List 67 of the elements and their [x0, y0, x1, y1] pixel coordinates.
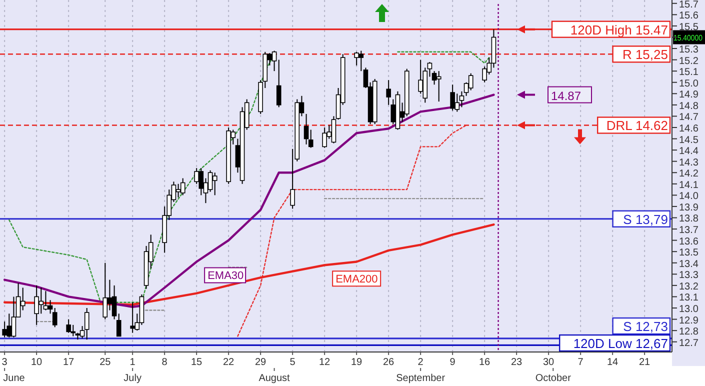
x-tick-label: 23 — [511, 357, 523, 368]
y-tick-label: 13.2 — [679, 281, 699, 292]
series-label: EMA200 — [336, 274, 378, 286]
y-tick-label: 13.5 — [679, 248, 699, 259]
y-tick-label: 13.8 — [679, 214, 699, 225]
y-tick-label: 15.7 — [679, 0, 699, 10]
x-tick-label: 8 — [162, 357, 168, 368]
y-tick-label: 14.3 — [679, 157, 699, 168]
y-tick-label: 15.1 — [679, 67, 699, 78]
y-tick-label: 13.6 — [679, 236, 699, 248]
candlestick — [436, 70, 442, 102]
y-tick-label: 14.2 — [679, 168, 699, 180]
x2-tick-label: October — [535, 373, 572, 384]
x-tick-label: 9 — [450, 357, 456, 368]
y-tick-label: 15.2 — [679, 56, 699, 67]
x-tick-label: 17 — [63, 357, 75, 368]
y-tick-label: 14.0 — [679, 191, 699, 202]
x-tick-label: 7 — [578, 357, 584, 368]
x2-tick-label: July — [124, 373, 142, 384]
y-tick-label: 13.1 — [679, 292, 699, 304]
text: 15.40000 — [674, 34, 705, 43]
x-tick-label: 25 — [100, 357, 112, 368]
annotation: 14.87 — [551, 88, 582, 103]
y-tick-label: 13.7 — [679, 225, 699, 236]
y-tick-label: 15.6 — [679, 10, 699, 22]
y-tick-label: 14.5 — [679, 134, 699, 146]
x-tick-label: 15 — [191, 357, 203, 368]
x-tick-label: 5 — [290, 357, 296, 368]
y-tick-label: 14.4 — [679, 146, 699, 158]
x-tick-label: 3 — [2, 357, 8, 368]
x-tick-label: 19 — [351, 357, 363, 368]
line-series — [3, 223, 495, 306]
y-tick-label: 14.8 — [679, 100, 699, 112]
y-tick-label: 12.7 — [679, 338, 699, 349]
y-tick-label: 13.9 — [679, 202, 699, 214]
x2-tick-label: June — [3, 373, 26, 384]
ref-line-label: DRL 14.62 — [606, 118, 668, 134]
y-tick-label: 13.0 — [679, 304, 699, 315]
x2-tick-label: September — [396, 373, 446, 384]
y-tick-label: 15.3 — [679, 44, 699, 56]
x-tick-label: 14 — [607, 357, 619, 368]
y-tick-label: 14.7 — [679, 112, 699, 124]
x-tick-label: 21 — [639, 357, 651, 368]
x-tick-label: 29 — [255, 357, 267, 368]
y-tick-label: 14.1 — [679, 180, 699, 191]
ref-line-label: 120D High 15.47 — [570, 22, 668, 38]
x-tick-label: 10 — [31, 357, 43, 368]
x-tick-label: 12 — [319, 357, 331, 368]
y-tick-label: 12.8 — [679, 326, 699, 338]
y-tick-label: 12.9 — [679, 315, 699, 326]
y-tick-label: 13.3 — [679, 270, 699, 282]
y-tick-label: 15.0 — [679, 78, 699, 90]
series-label: EMA30 — [208, 270, 244, 282]
y-tick-label: 14.9 — [679, 90, 699, 101]
ref-line-label: R 15,25 — [622, 47, 668, 62]
x-tick-label: 26 — [383, 357, 395, 368]
ref-line-label: 120D Low 12,67 — [573, 336, 668, 351]
x2-tick-label: August — [258, 373, 290, 384]
x-tick-label: 2 — [418, 357, 424, 368]
x-tick-label: 1 — [130, 357, 136, 368]
x-tick-label: 30 — [543, 357, 555, 368]
y-tick-label: 13.4 — [679, 258, 699, 270]
ref-line-label: S 12,73 — [623, 319, 668, 334]
x-tick-label: 22 — [223, 357, 235, 368]
y-tick-label: 14.6 — [679, 123, 699, 134]
ref-line-label: S 13,79 — [623, 212, 668, 227]
x-tick-label: 16 — [479, 357, 491, 368]
